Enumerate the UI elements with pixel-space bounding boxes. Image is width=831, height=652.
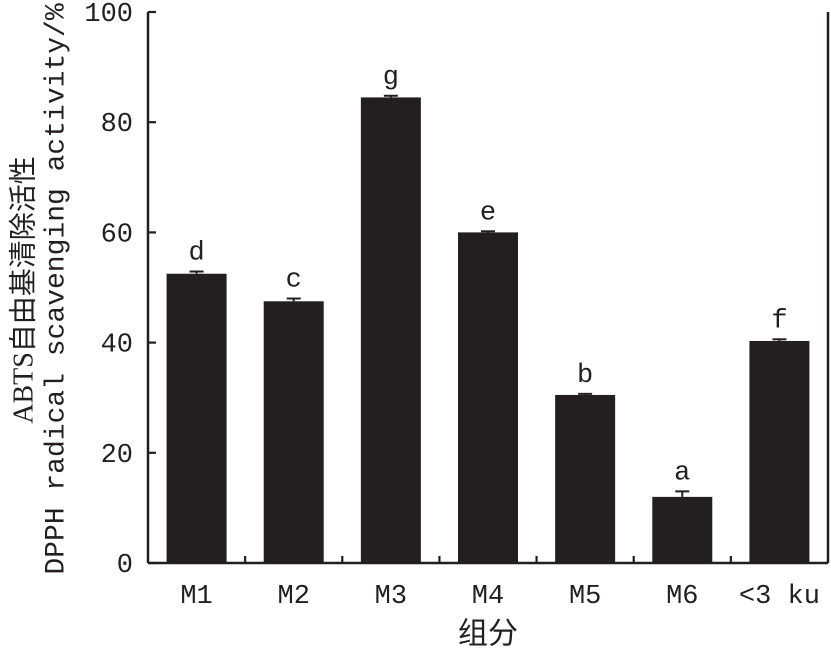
significance-label: a — [674, 458, 690, 488]
axes-group — [146, 12, 830, 565]
bar — [360, 97, 421, 563]
significance-label: g — [383, 63, 399, 93]
significance-label: e — [480, 198, 496, 228]
y-tick-label: 40 — [101, 331, 133, 361]
significance-label: f — [771, 306, 787, 336]
y-tick-label: 80 — [101, 110, 133, 140]
labels-group: d M1 c M2 g M3 e M4 b M5 a M6 f <3 ku — [180, 63, 820, 612]
x-tick-label: M5 — [569, 582, 601, 612]
bar — [555, 394, 616, 563]
y-tick-label: 60 — [101, 220, 133, 250]
x-ticks-group — [244, 556, 732, 563]
x-tick-label: <3 ku — [739, 582, 820, 612]
x-tick-label: M6 — [666, 582, 698, 612]
bar — [166, 273, 227, 563]
bar — [652, 496, 713, 563]
y-tick-label: 20 — [101, 441, 133, 471]
x-tick-label: M3 — [375, 582, 407, 612]
y-axis-title-line-1: ABTS自由基清除活性 — [8, 156, 40, 424]
x-tick-label: M2 — [278, 582, 310, 612]
x-axis-title: 组分 — [458, 618, 518, 651]
y-axis-title-line-2: DPPH radical scavenging activity/% — [42, 3, 73, 574]
y-ticks-group: 0 20 40 60 80 100 — [84, 0, 156, 581]
significance-label: b — [577, 361, 593, 391]
significance-label: c — [286, 266, 302, 296]
x-tick-label: M1 — [180, 582, 212, 612]
y-tick-label: 0 — [117, 551, 133, 581]
bar — [263, 301, 324, 563]
bar — [749, 340, 810, 563]
bar — [458, 232, 518, 563]
y-tick-label: 100 — [84, 0, 133, 30]
error-bars-group — [189, 94, 787, 497]
bars-group — [166, 97, 810, 563]
significance-label: d — [188, 239, 204, 269]
x-tick-label: M4 — [472, 582, 504, 612]
